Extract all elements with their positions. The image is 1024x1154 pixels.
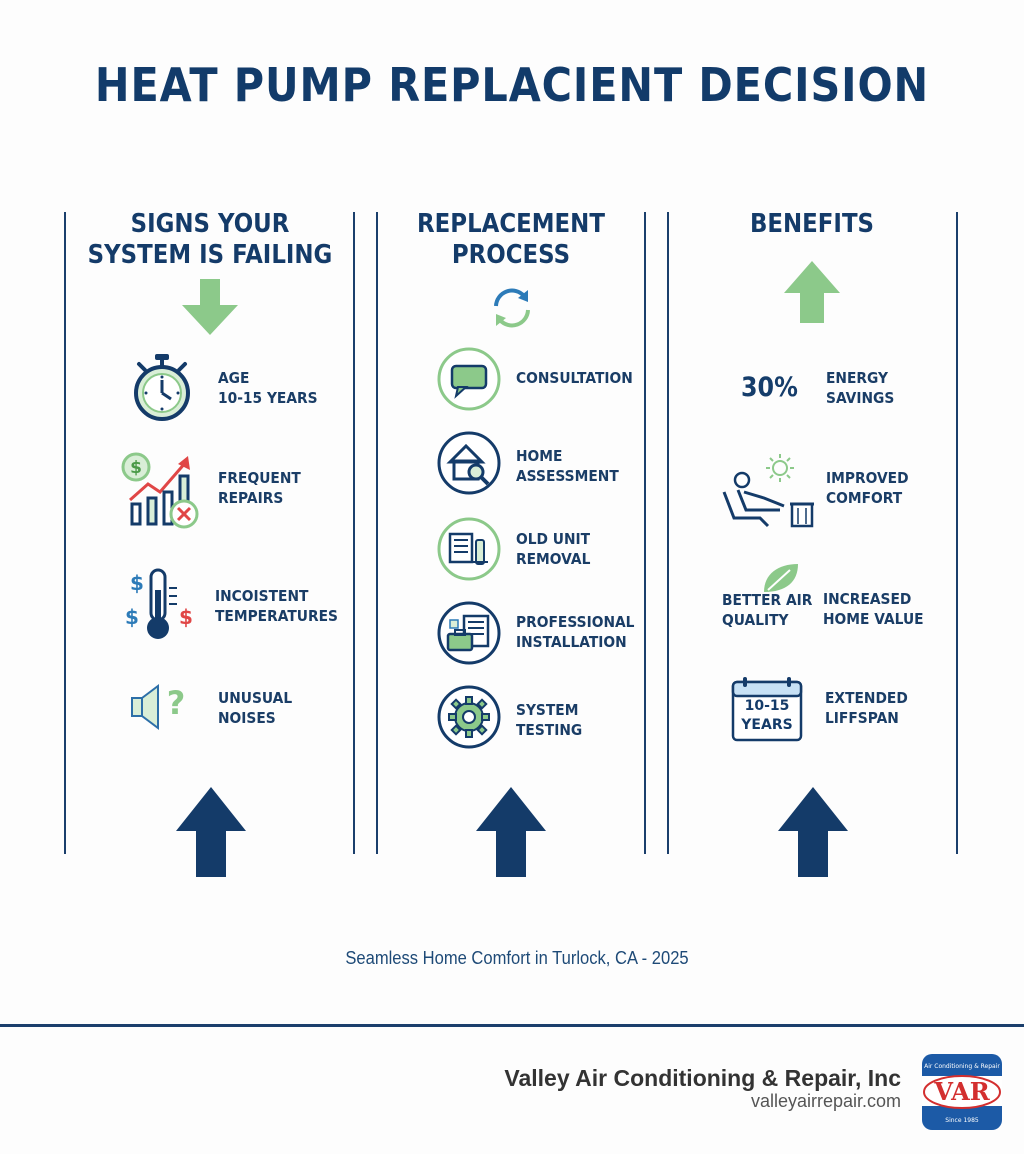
footer-divider [0, 1024, 1024, 1027]
toolbox-icon [437, 601, 501, 665]
item-label-assessment: HOME ASSESSMENT [516, 447, 619, 485]
unit-removal-icon [437, 517, 501, 581]
svg-text:?: ? [167, 684, 186, 722]
person-relaxing-icon [722, 454, 814, 528]
item-label-lifespan: EXTENDED LIFFSPAN [825, 689, 908, 727]
svg-text:Air Conditioning & Repair: Air Conditioning & Repair [924, 1063, 1000, 1070]
gear-icon [437, 685, 501, 749]
tagline: Seamless Home Comfort in Turlock, CA - 2… [345, 948, 689, 968]
repair-cost-chart-icon: $ [121, 452, 199, 529]
energy-savings-stat: 30% [741, 372, 798, 403]
arrow-up-icon [476, 787, 546, 877]
website-link[interactable]: valleyairrepair.com [750, 1091, 901, 1111]
item-label-comfort: IMPROVED COMFORT [826, 469, 909, 507]
refresh-cycle-icon [494, 288, 530, 328]
stopwatch-icon [134, 354, 190, 421]
speech-bubble-icon [437, 347, 501, 411]
company-logo: VAR Air Conditioning & Repair Since 1985 [922, 1054, 1002, 1130]
company-name: Valley Air Conditioning & Repair, Inc [504, 1065, 901, 1091]
arrow-up-icon [778, 787, 848, 877]
column-divider [956, 212, 958, 854]
item-label-installation: PROFESSIONAL INSTALLATION [516, 613, 635, 651]
item-label-air-quality: BETTER AIR QUALITY [722, 591, 813, 629]
calendar-years-text: 10-15 YEARS [741, 698, 793, 733]
thermometer-icon: $ $ $ [125, 568, 193, 639]
column-heading-signs: SIGNS YOUR SYSTEM IS FAILING [87, 209, 333, 270]
page-title: HEAT PUMP REPLACIENT DECISION [94, 58, 930, 112]
svg-text:$: $ [125, 605, 139, 629]
svg-text:Since 1985: Since 1985 [945, 1117, 979, 1124]
item-label-temperatures: INCOISTENT TEMPERATURES [215, 587, 338, 625]
arrow-up-green-icon [784, 261, 840, 323]
item-label-energy: ENERGY SAVINGS [826, 369, 895, 407]
svg-text:$: $ [179, 605, 193, 629]
column-divider [644, 212, 646, 854]
item-label-repairs: FREQUENT REPAIRS [218, 469, 301, 507]
calendar-icon [731, 677, 803, 742]
column-divider [64, 212, 66, 854]
svg-text:$: $ [130, 571, 144, 595]
item-label-noises: UNUSUAL NOISES [218, 689, 293, 727]
item-label-removal: OLD UNIT REMOVAL [516, 530, 591, 568]
house-magnifier-icon [437, 431, 501, 495]
item-label-consultation: CONSULTATION [516, 369, 633, 387]
svg-text:$: $ [130, 458, 142, 478]
item-label-testing: SYSTEM TESTING [516, 701, 583, 739]
column-divider [667, 212, 669, 854]
leaf-icon [764, 564, 798, 592]
arrow-up-icon [176, 787, 246, 877]
column-divider [376, 212, 378, 854]
item-label-age: AGE 10-15 YEARS [218, 369, 318, 407]
item-label-home-value: INCREASED HOME VALUE [823, 590, 924, 628]
column-heading-benefits: BENEFITS [749, 209, 875, 239]
column-heading-process: REPLACEMENT PROCESS [417, 209, 605, 270]
speaker-question-icon: ? [131, 684, 186, 730]
arrow-down-icon [182, 279, 238, 335]
svg-text:VAR: VAR [933, 1077, 990, 1106]
column-divider [353, 212, 355, 854]
